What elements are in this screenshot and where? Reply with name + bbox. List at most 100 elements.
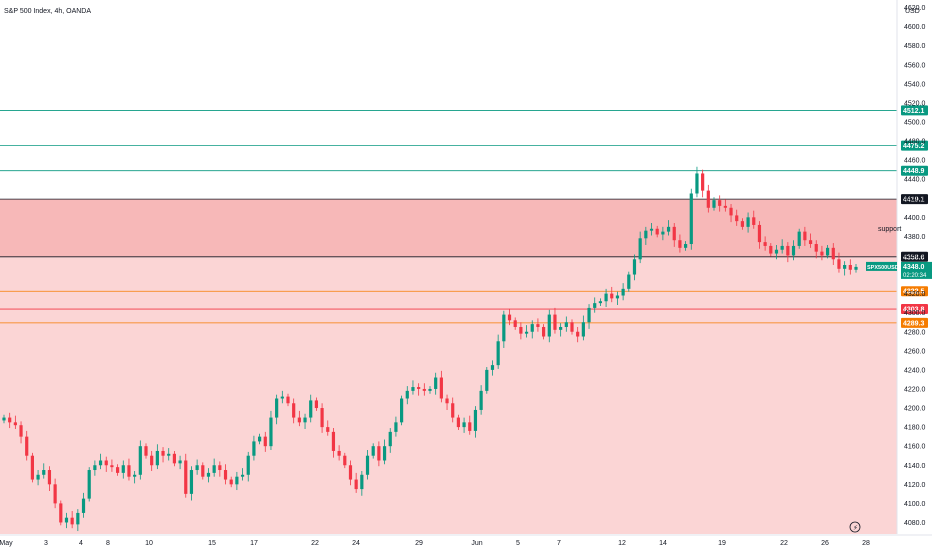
x-tick-label: 26: [821, 540, 829, 547]
y-tick-label: 4320.0: [904, 291, 926, 298]
candle-body: [513, 320, 517, 327]
candle-body: [524, 331, 529, 334]
x-tick-label: 22: [311, 540, 319, 547]
candle-body: [212, 465, 216, 473]
level-price-label: 4475.2: [903, 143, 925, 150]
y-tick-label: 4180.0: [904, 425, 926, 432]
y-tick-label: 4200.0: [904, 406, 926, 413]
zone-label: support: [878, 226, 901, 233]
candle-body: [400, 398, 404, 423]
candle-body: [206, 472, 211, 477]
candle-body: [854, 266, 858, 270]
x-tick-label: 17: [250, 540, 258, 547]
candle-body: [581, 322, 585, 337]
zone-rect: [0, 256, 897, 534]
current-price-label: 4348.0: [903, 264, 925, 271]
candle-body: [530, 324, 534, 332]
level-price-label: 4289.3: [903, 320, 925, 327]
candle-body: [439, 377, 443, 399]
candle-body: [604, 293, 608, 302]
candle-body: [666, 226, 671, 232]
x-tick-label: 3: [44, 540, 48, 547]
candle-body: [275, 398, 279, 418]
candle-body: [519, 326, 523, 334]
candle-body: [417, 387, 421, 389]
candle-body: [598, 301, 602, 304]
level-price-tag: [901, 105, 928, 116]
candle-body: [706, 190, 710, 208]
candle-body: [25, 436, 29, 456]
candle-body: [587, 307, 591, 323]
y-tick-label: 4360.0: [904, 253, 926, 260]
candle-body: [610, 293, 614, 299]
candle-body: [627, 274, 631, 289]
candle-body: [167, 453, 171, 456]
candle-body: [848, 265, 852, 270]
candle-body: [820, 251, 824, 256]
candle-body: [326, 427, 330, 432]
settings-icon[interactable]: ⚡: [849, 521, 861, 533]
candle-body: [803, 231, 807, 241]
y-tick-label: 4100.0: [904, 501, 926, 508]
candle-body: [655, 228, 659, 235]
candle-body: [684, 244, 688, 248]
y-tick-label: 4560.0: [904, 62, 926, 69]
candle-body: [280, 396, 284, 399]
candle-body: [59, 503, 63, 523]
candle-body: [189, 470, 194, 494]
candle-body: [632, 259, 637, 275]
level-price-tag: [901, 194, 928, 205]
candle-body: [712, 200, 716, 208]
candle-body: [576, 331, 580, 337]
y-tick-label: 4600.0: [904, 24, 926, 31]
candle-body: [496, 341, 500, 366]
x-tick-label: 7: [557, 540, 561, 547]
y-tick-label: 4500.0: [904, 119, 926, 126]
candle-body: [172, 453, 176, 464]
candle-body: [87, 470, 91, 499]
candle-body: [13, 422, 17, 426]
y-tick-label: 4480.0: [904, 139, 926, 146]
candle-body: [184, 460, 188, 494]
candle-body: [365, 455, 370, 475]
x-tick-label: 10: [145, 540, 153, 547]
level-price-label: 4322.5: [903, 289, 925, 296]
candle-body: [178, 460, 182, 464]
level-price-tag: [901, 304, 928, 315]
candle-body: [371, 446, 375, 456]
candle-body: [240, 474, 245, 477]
candle-body: [752, 217, 756, 225]
y-tick-label: 4520.0: [904, 100, 926, 107]
y-tick-label: 4280.0: [904, 329, 926, 336]
candle-body: [53, 484, 57, 504]
candle-body: [638, 238, 642, 260]
candle-body: [195, 465, 199, 471]
y-tick-label: 4300.0: [904, 310, 926, 317]
candle-body: [150, 455, 154, 466]
candle-body: [64, 517, 69, 523]
level-price-tag: [901, 251, 928, 262]
y-tick-label: 4380.0: [904, 234, 926, 241]
candle-body: [121, 465, 125, 473]
y-tick-label: 4260.0: [904, 348, 926, 355]
x-tick-label: 29: [415, 540, 423, 547]
candle-body: [110, 465, 114, 468]
candle-body: [377, 446, 381, 461]
level-price-label: 4419.1: [903, 197, 925, 204]
candle-body: [757, 224, 762, 243]
candle-body: [76, 512, 80, 525]
candle-body: [769, 245, 773, 254]
x-tick-label: 19: [718, 540, 726, 547]
candle-body: [644, 230, 648, 239]
candle-body: [81, 498, 86, 513]
candle-body: [252, 441, 256, 456]
candle-body: [292, 403, 296, 418]
candle-body: [98, 460, 103, 466]
zone-rect: [0, 199, 897, 257]
candle-body: [30, 455, 34, 480]
candle-body: [47, 470, 52, 485]
x-tick-label: 14: [659, 540, 667, 547]
candle-body: [445, 398, 449, 404]
candle-body: [462, 422, 466, 428]
